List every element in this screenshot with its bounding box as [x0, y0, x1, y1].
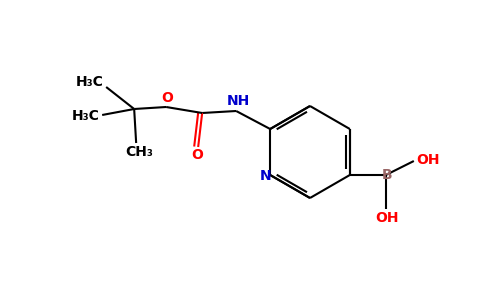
Text: H₃C: H₃C — [72, 109, 100, 123]
Text: O: O — [191, 148, 203, 162]
Text: B: B — [381, 168, 392, 182]
Text: O: O — [161, 91, 173, 105]
Text: H₃C: H₃C — [76, 75, 104, 89]
Text: OH: OH — [375, 211, 399, 225]
Text: N: N — [259, 169, 271, 183]
Text: NH: NH — [227, 94, 250, 108]
Text: CH₃: CH₃ — [125, 145, 153, 159]
Text: OH: OH — [416, 153, 439, 167]
